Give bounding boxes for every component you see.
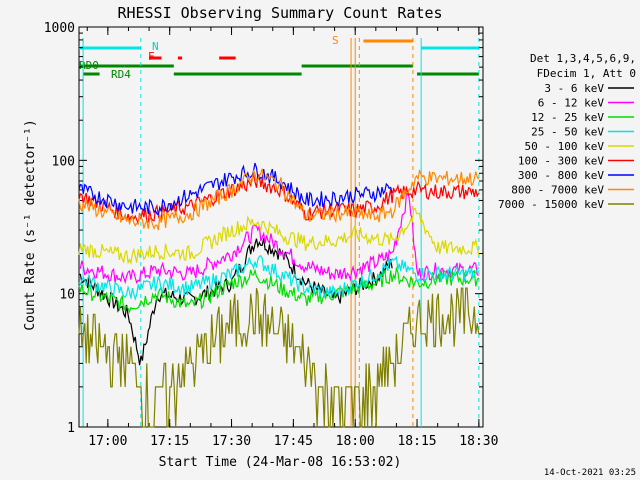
y-tick-label: 100 [52,154,75,169]
series-line-6 [78,162,393,216]
flag-label-n: N [152,40,159,53]
legend-label: 50 - 100 keV [525,140,605,153]
flag-label-s: S [332,34,339,47]
series-line-7 [78,168,480,231]
y-tick-label: 1 [67,421,75,436]
x-tick-label: 17:15 [150,434,189,449]
x-tick-label: 17:45 [274,434,313,449]
chart-title: RHESSI Observing Summary Count Rates [117,4,442,22]
x-tick-label: 17:30 [212,434,251,449]
legend-label: 100 - 300 keV [518,155,604,168]
series-line-1 [78,190,480,285]
series-line-4 [78,207,480,266]
x-tick-label: 17:00 [88,434,127,449]
y-axis-label: Count Rate (s⁻¹ detector⁻¹) [23,119,38,330]
legend-label: 6 - 12 keV [538,97,605,110]
x-tick-label: 18:00 [336,434,375,449]
series-line-2 [78,266,480,314]
legend-label: 12 - 25 keV [531,111,604,124]
legend-header-line-2: FDecim 1, Att 0 [537,67,636,80]
x-tick-label: 18:15 [397,434,436,449]
series-layer [78,162,480,428]
x-tick-label: 18:30 [459,434,498,449]
plot-frame [78,26,484,428]
legend-label: 7000 - 15000 keV [498,198,604,211]
axis-ticks: 17:00 17:15 17:30 17:45 18:00 18:15 18:30 1 10 10… [44,21,499,449]
x-axis-label: Start Time (24-Mar-08 16:53:02) [159,455,402,470]
series-line-5 [78,172,480,226]
series-line-3 [78,255,480,301]
series-line-8 [78,287,480,428]
y-tick-label: 1000 [44,21,75,36]
legend-label: 25 - 50 keV [531,126,604,139]
series-line-0 [78,238,393,366]
legend-label: 3 - 6 keV [544,82,604,95]
legend-label: 800 - 7000 keV [511,184,604,197]
legend-header-line-1: Det 1,3,4,5,6,9, [530,52,636,65]
timestamp: 14-Oct-2021 03:25 [544,468,636,478]
legend-label: 300 - 800 keV [518,169,604,182]
y-tick-label: 10 [59,288,75,303]
flag-label-rd4: RD4 [111,68,131,81]
